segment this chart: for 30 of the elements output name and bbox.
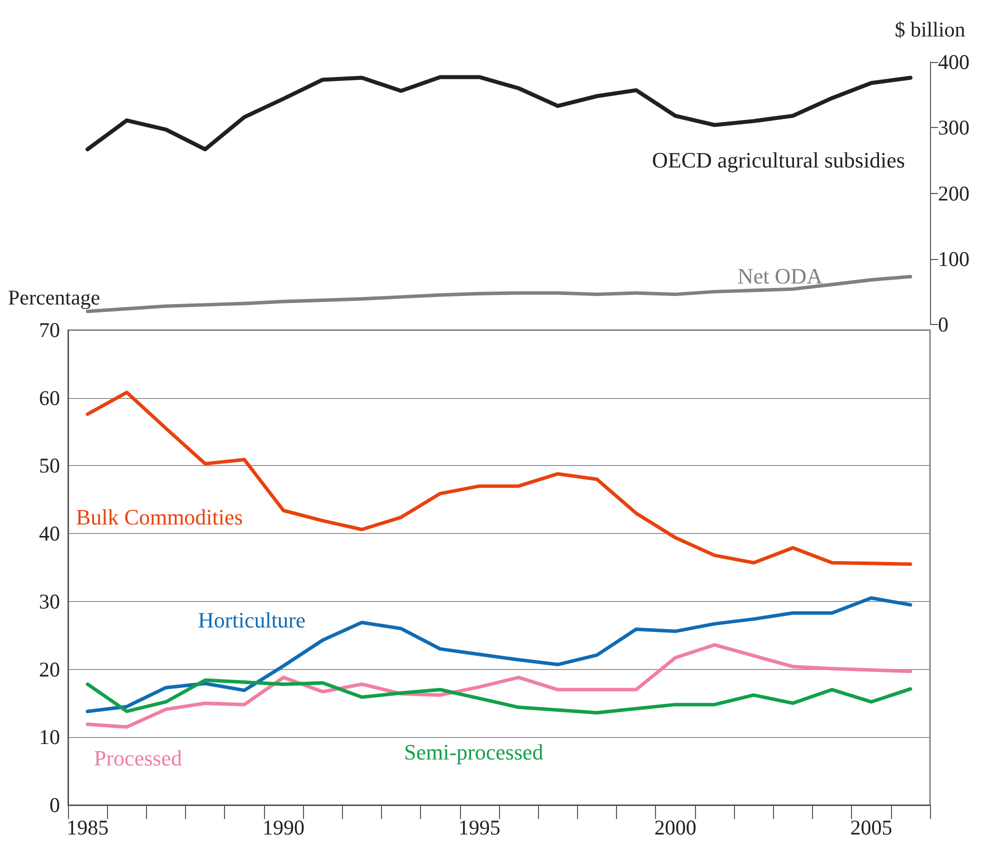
x-tick-label: 2000 bbox=[654, 816, 696, 840]
y-tick-label: 10 bbox=[39, 725, 60, 750]
line-series bbox=[86, 596, 912, 714]
series-label: OECD agricultural subsidies bbox=[652, 148, 905, 172]
x-tick-label: 1995 bbox=[458, 816, 500, 840]
y-tick-label: 40 bbox=[39, 522, 60, 546]
line-series bbox=[86, 75, 912, 152]
y-tick-label: 0 bbox=[50, 793, 60, 817]
series-label: Semi-processed bbox=[404, 740, 544, 764]
y-tick-label: 400 bbox=[938, 50, 970, 74]
series-label: Horticulture bbox=[198, 608, 306, 632]
y-tick-label: 100 bbox=[938, 246, 970, 271]
line-series bbox=[86, 643, 912, 729]
y-tick-label: 50 bbox=[39, 454, 60, 478]
series-label: Processed bbox=[94, 746, 182, 770]
y-axis-title: Percentage bbox=[8, 286, 100, 310]
y-tick-label: 70 bbox=[39, 318, 60, 342]
y-tick-label: 20 bbox=[39, 657, 60, 682]
series-label: Net ODA bbox=[738, 264, 823, 288]
x-tick-label: 2005 bbox=[850, 816, 892, 840]
y-tick-label: 200 bbox=[938, 181, 970, 206]
x-tick-label: 1985 bbox=[66, 816, 109, 840]
y-tick-label: 300 bbox=[938, 116, 970, 140]
y-tick-label: 30 bbox=[39, 589, 60, 614]
x-tick-label: 1990 bbox=[262, 816, 304, 840]
line-series bbox=[86, 678, 912, 714]
y-tick-label: 60 bbox=[39, 386, 60, 410]
series-label: Bulk Commodities bbox=[76, 504, 243, 530]
y-axis-title: $ billion bbox=[894, 18, 966, 42]
y-tick-label: 0 bbox=[938, 312, 948, 336]
